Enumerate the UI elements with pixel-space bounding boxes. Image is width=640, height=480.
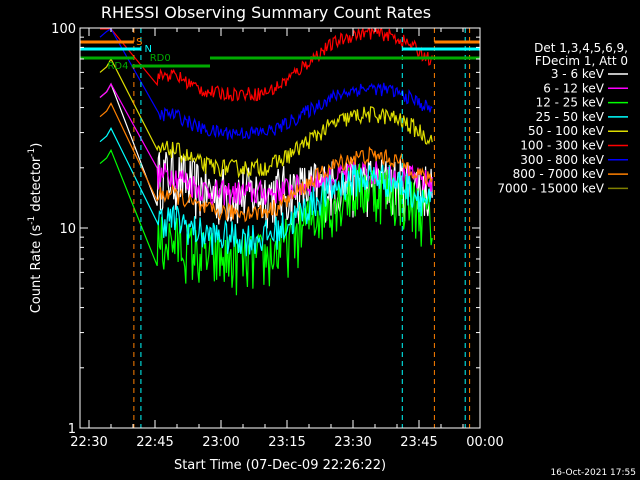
legend-label: 100 - 300 keV (520, 139, 604, 153)
legend-label: 50 - 100 keV (528, 124, 605, 138)
legend-label: 7000 - 15000 keV (497, 181, 604, 195)
x-tick-label: 23:15 (268, 435, 305, 450)
series-line (99, 28, 433, 140)
chart-title: RHESSI Observing Summary Count Rates (101, 3, 431, 22)
series-line (99, 127, 433, 257)
y-axis-label: Count Rate (s-1 detector-1) (27, 143, 44, 314)
x-tick-label: 23:00 (202, 435, 239, 450)
legend: Det 1,3,4,5,6,9, FDecim 1, Att 0 3 - 6 k… (497, 41, 628, 195)
svg-text:Count Rate (s-1 detector-1): Count Rate (s-1 detector-1) (27, 143, 44, 314)
y-axis: 1 10 100 (51, 22, 480, 437)
y-tick-label: 10 (59, 222, 76, 237)
y-tick-label: 100 (51, 22, 76, 37)
x-tick-label: 00:00 (466, 435, 503, 450)
x-tick-label: 23:30 (334, 435, 371, 450)
series-line (99, 148, 433, 296)
flag-label: RD0 (150, 53, 171, 64)
legend-header-1: Det 1,3,4,5,6,9, (534, 41, 628, 55)
flag-label: S (136, 37, 142, 48)
legend-label: 3 - 6 keV (551, 67, 605, 81)
flag-label: RD4 (107, 61, 128, 72)
series-line (99, 57, 433, 179)
legend-label: 6 - 12 keV (543, 81, 605, 95)
flag-label: N (144, 44, 151, 55)
series-line (100, 28, 433, 102)
series-line (99, 82, 433, 206)
y-tick-label: 1 (68, 422, 76, 437)
legend-label: 800 - 7000 keV (513, 167, 605, 181)
x-tick-label: 23:45 (400, 435, 437, 450)
legend-header-2: FDecim 1, Att 0 (535, 54, 628, 68)
series-line (99, 102, 433, 223)
timestamp: 16-Oct-2021 17:55 (551, 468, 636, 478)
legend-label: 25 - 50 keV (536, 110, 605, 124)
x-axis: 22:30 22:45 23:00 23:15 23:30 23:45 00:00 (70, 28, 504, 450)
x-tick-label: 22:45 (136, 435, 173, 450)
x-tick-label: 22:30 (70, 435, 107, 450)
x-axis-label: Start Time (07-Dec-09 22:26:22) (174, 458, 386, 473)
series-group (99, 28, 471, 428)
legend-label: 300 - 800 keV (520, 153, 604, 167)
legend-label: 12 - 25 keV (536, 96, 605, 110)
